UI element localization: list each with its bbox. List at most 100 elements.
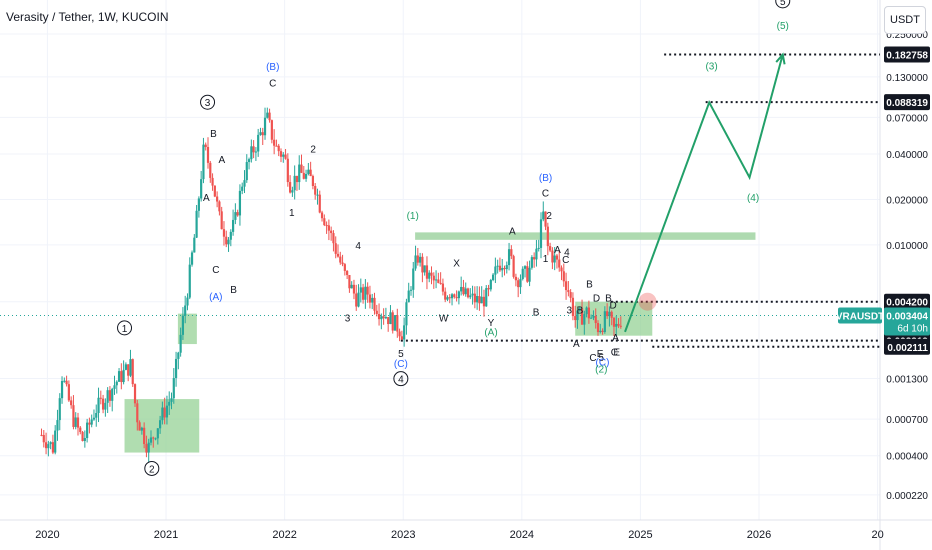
candle-body (257, 134, 260, 152)
candle-body (63, 380, 66, 382)
candle-body (355, 293, 358, 307)
candle-body (503, 267, 506, 270)
candle-body (377, 314, 381, 320)
candle-body (491, 274, 495, 280)
candle-body (42, 435, 45, 443)
symbol-tag-bg (838, 307, 882, 324)
candle-body (560, 267, 563, 272)
candle-body (444, 291, 447, 300)
candle-body (332, 233, 335, 244)
candle-body (309, 169, 312, 177)
wave-label: 1 (543, 254, 549, 265)
candle-body (375, 310, 378, 315)
candle-body (485, 288, 488, 307)
candle-body (469, 295, 472, 298)
candle-body (412, 268, 415, 290)
candle-body (487, 288, 490, 290)
level-price-tag: 0.004200 (886, 298, 928, 309)
consolidation-box (124, 399, 200, 453)
price-tags: 0.1827580.0883190.0042000.0023190.002111… (836, 46, 930, 355)
candle-body (138, 422, 141, 431)
candle-body (243, 180, 246, 187)
wave-label: D (593, 294, 600, 305)
x-tick-label: 2026 (747, 529, 771, 541)
candle-body (603, 311, 606, 332)
wave-label-circle (775, 0, 791, 9)
candle-body (298, 164, 301, 183)
candle-body (51, 442, 55, 453)
wave-label: (A) (484, 328, 497, 339)
candle-body (227, 239, 230, 245)
x-axis[interactable]: 2020 2021 2022 2023 2024 2025 2026 20 (35, 529, 884, 541)
candle-body (343, 264, 346, 271)
candle-body (501, 267, 504, 271)
wave-label: (C) (596, 358, 610, 369)
candle-body (76, 417, 80, 428)
wave-label: C (542, 189, 549, 200)
wave-label: 1 (289, 208, 295, 219)
candle-body (466, 288, 470, 298)
wave-label: B (210, 129, 217, 140)
candle-body (170, 398, 173, 402)
candle-body (136, 403, 139, 423)
wave-label: (5) (777, 21, 789, 32)
candle-body (172, 378, 175, 399)
candle-body (241, 186, 244, 191)
candle-body (279, 151, 283, 157)
candle-body (72, 405, 75, 427)
candle-body (564, 281, 568, 291)
candle-body (245, 162, 248, 181)
wave-label: W (439, 314, 449, 325)
candle-body (425, 265, 429, 279)
wave-label: E (613, 347, 620, 358)
candle-body (535, 248, 538, 260)
candle-body (247, 159, 251, 163)
candle-body (523, 266, 527, 269)
candle-body (250, 146, 253, 160)
candle-body (441, 283, 445, 292)
candle-body (398, 331, 401, 337)
candle-body (149, 437, 153, 443)
wave-label: A (612, 333, 619, 344)
candle-body (277, 145, 280, 152)
candle-body (108, 390, 112, 401)
y-tick-label: 0.000220 (886, 491, 928, 502)
wave-label: (C) (394, 359, 408, 370)
candle-body (505, 265, 508, 270)
candle-body (432, 275, 435, 281)
candle-body (163, 407, 166, 418)
candle-body (512, 256, 515, 277)
level-price-tag: 0.182758 (886, 51, 928, 62)
candle-body (419, 256, 422, 263)
candle-body (49, 442, 52, 445)
wave-label: Y (488, 318, 495, 329)
candle-body (594, 315, 597, 324)
candle-body (606, 311, 609, 317)
y-tick-label: 0.010000 (886, 241, 928, 252)
candle-body (188, 264, 191, 298)
candle-body (289, 182, 292, 193)
wave-label: 2 (149, 464, 155, 475)
candle-body (380, 316, 383, 320)
wave-label: A (509, 227, 516, 238)
candle-body (599, 330, 602, 333)
candle-body (530, 257, 533, 268)
candle-body (437, 279, 440, 283)
candle-body (336, 253, 340, 257)
wave-label: 4 (564, 248, 570, 259)
candle-body (186, 297, 189, 306)
wave-label: A (554, 245, 561, 256)
candle-body (231, 219, 235, 232)
candle-body (498, 265, 502, 271)
candle-body (97, 397, 100, 414)
candle-body (608, 311, 611, 317)
wave-label: 2 (546, 211, 552, 222)
candle-body (318, 194, 321, 213)
currency-button[interactable]: USDT (884, 6, 926, 34)
candle-body (179, 334, 182, 353)
candle-body (293, 175, 296, 191)
candle-body (83, 438, 86, 441)
candle-body (101, 398, 105, 410)
